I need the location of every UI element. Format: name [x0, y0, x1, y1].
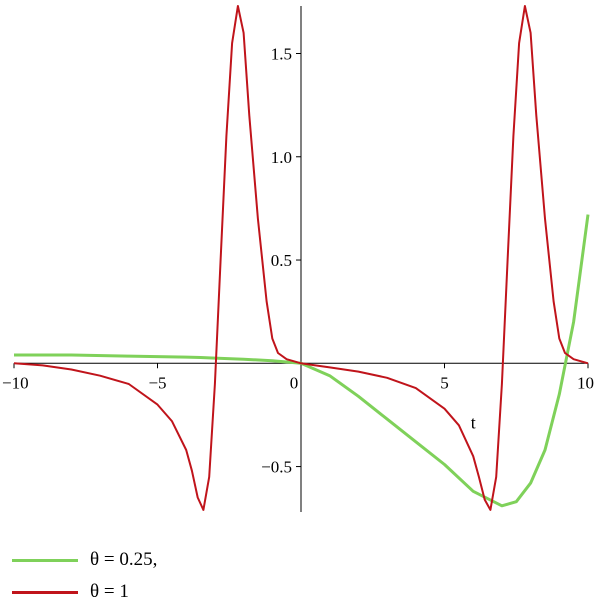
line-chart: −10 −5 0 5 10 −0.5 0.5 1.0 1.5 t: [2, 5, 594, 512]
legend-label-theta-1: θ = 1: [90, 581, 129, 602]
x-tick-label: 0: [290, 373, 299, 392]
legend-swatch-green: [12, 558, 78, 562]
x-tick-label: −10: [2, 373, 29, 392]
y-tick-label: 1.5: [271, 45, 292, 64]
x-axis-label: t: [471, 412, 476, 432]
legend: θ = 0.25, θ = 1: [0, 540, 600, 609]
y-tick-label: 0.5: [271, 251, 292, 270]
x-ticks: −10 −5 0 5 10: [2, 363, 594, 392]
y-tick-label: −0.5: [261, 458, 292, 477]
x-tick-label: 5: [440, 373, 449, 392]
series-line-theta-0.25: [14, 214, 590, 508]
legend-label-theta-0.25: θ = 0.25,: [90, 549, 158, 570]
legend-swatch-red: [12, 590, 78, 594]
legend-item-theta-1: θ = 1: [0, 578, 129, 606]
y-tick-label: 1.0: [271, 148, 292, 167]
legend-item-theta-0.25: θ = 0.25,: [0, 546, 157, 574]
x-tick-label: −5: [148, 373, 166, 392]
series-layer: [13, 5, 590, 511]
y-ticks: −0.5 0.5 1.0 1.5: [261, 45, 301, 477]
x-tick-label: 10: [577, 373, 594, 392]
series-line-theta-1: [13, 5, 589, 511]
axes: [14, 6, 588, 512]
